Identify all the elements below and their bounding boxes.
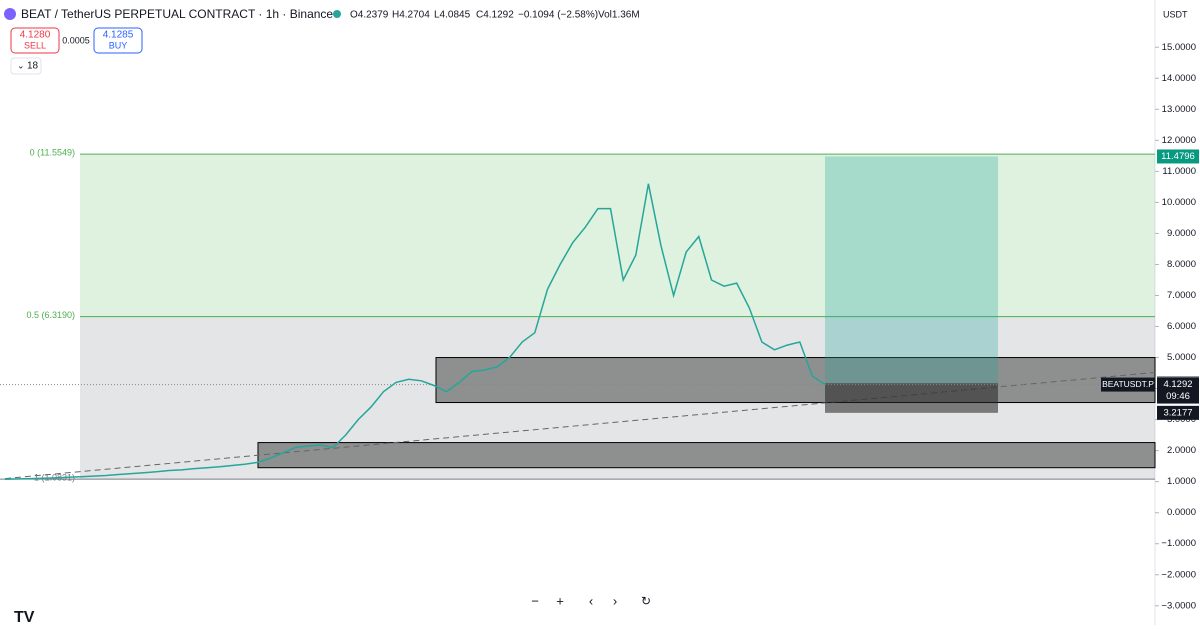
scroll-right[interactable]: › bbox=[613, 593, 617, 608]
y-tick-label: 14.0000 bbox=[1162, 73, 1196, 84]
zoom-in[interactable]: + bbox=[556, 593, 564, 608]
zoom-out[interactable]: − bbox=[531, 593, 539, 608]
symbol-logo bbox=[4, 8, 16, 20]
indicator-count[interactable]: 18 bbox=[27, 61, 39, 72]
toolbar: − + ‹ › ↻ bbox=[525, 591, 661, 613]
buy-label[interactable]: BUY bbox=[109, 40, 128, 50]
y-tick-label: 1.0000 bbox=[1167, 476, 1196, 487]
ohlc-open: O4.2379 bbox=[350, 10, 389, 21]
sell-label[interactable]: SELL bbox=[24, 40, 46, 50]
scroll-left[interactable]: ‹ bbox=[589, 593, 593, 608]
y-tick-label: 2.0000 bbox=[1167, 445, 1196, 456]
fib-zone bbox=[80, 154, 1155, 317]
y-tick-label: 10.0000 bbox=[1162, 197, 1196, 208]
y-tick-label: −1.0000 bbox=[1161, 538, 1196, 549]
stop-badge: 3.2177 bbox=[1163, 407, 1192, 418]
symbol-badge: BEATUSDT.P bbox=[1102, 379, 1154, 389]
y-tick-label: −2.0000 bbox=[1161, 569, 1196, 580]
ohlc-change: −0.1094 (−2.58%) bbox=[518, 10, 598, 21]
y-tick-label: 12.0000 bbox=[1162, 135, 1196, 146]
y-tick-label: 5.0000 bbox=[1167, 352, 1196, 363]
buy-button[interactable] bbox=[93, 27, 143, 54]
sell-button[interactable] bbox=[10, 27, 60, 54]
y-tick-label: 15.0000 bbox=[1162, 42, 1196, 53]
status-dot bbox=[333, 10, 341, 18]
target-badge-bg bbox=[1157, 149, 1199, 164]
y-tick-label: 11.0000 bbox=[1162, 166, 1196, 177]
reset[interactable]: ↻ bbox=[641, 594, 651, 608]
ohlc-low: L4.0845 bbox=[434, 10, 471, 21]
ohlc-close: C4.1292 bbox=[476, 10, 514, 21]
target-zone bbox=[825, 156, 998, 384]
y-tick-label: −3.0000 bbox=[1161, 600, 1196, 611]
y-tick-label: 8.0000 bbox=[1167, 259, 1196, 270]
ohlc-high: H4.2704 bbox=[392, 10, 430, 21]
chevron[interactable]: ⌄ bbox=[17, 60, 25, 70]
toolbar-bg bbox=[525, 591, 661, 613]
currency: USDT bbox=[1163, 9, 1188, 19]
y-tick-label: 6.0000 bbox=[1167, 321, 1196, 332]
last-price-bg bbox=[1157, 377, 1199, 404]
fib-label: 0 (11.5549) bbox=[30, 148, 75, 158]
y-tick-label: 13.0000 bbox=[1162, 104, 1196, 115]
countdown: 09:46 bbox=[1166, 391, 1190, 402]
sell-price[interactable]: 4.1280 bbox=[20, 30, 51, 41]
ohlc-volume: Vol1.36M bbox=[598, 10, 640, 21]
price-line bbox=[4, 183, 826, 480]
fib-label: 0.5 (6.3190) bbox=[26, 310, 75, 320]
spread: 0.0005 bbox=[62, 35, 90, 45]
target-badge: 11.4796 bbox=[1161, 151, 1195, 162]
zone-box bbox=[257, 442, 1156, 469]
symbol-title: BEAT / TetherUS PERPETUAL CONTRACT · 1h … bbox=[21, 7, 333, 21]
indicators-toggle[interactable] bbox=[10, 57, 42, 75]
stop-zone bbox=[825, 383, 998, 413]
symbol-badge-bg bbox=[1101, 377, 1155, 392]
last-price: 4.1292 bbox=[1163, 379, 1192, 390]
y-tick-label: 9.0000 bbox=[1167, 228, 1196, 239]
tv-logo: TV bbox=[14, 609, 35, 625]
plot: 0 (11.5549)0.5 (6.3190)1 (1.0831) bbox=[0, 0, 1159, 625]
y-tick-label: 0.0000 bbox=[1167, 507, 1196, 518]
buy-price[interactable]: 4.1285 bbox=[103, 30, 134, 41]
stop-badge-bg bbox=[1157, 405, 1199, 420]
zone-box bbox=[435, 357, 1156, 404]
y-tick-label: 7.0000 bbox=[1167, 290, 1196, 301]
